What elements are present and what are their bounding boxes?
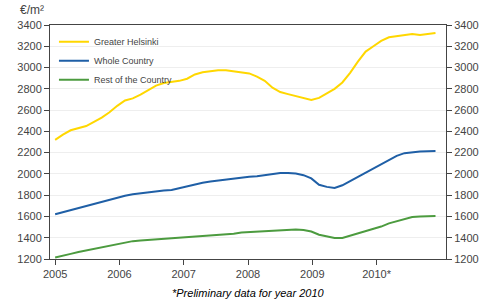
svg-text:1800: 1800 [17, 189, 41, 201]
svg-text:1600: 1600 [17, 210, 41, 222]
svg-text:3000: 3000 [454, 61, 478, 73]
svg-text:2600: 2600 [454, 104, 478, 116]
svg-text:2009: 2009 [300, 268, 324, 280]
svg-text:2008: 2008 [236, 268, 260, 280]
svg-text:*Preliminary data for year 201: *Preliminary data for year 2010 [172, 287, 325, 299]
svg-text:1400: 1400 [454, 232, 478, 244]
svg-text:2010*: 2010* [362, 268, 391, 280]
svg-text:1200: 1200 [454, 253, 478, 265]
svg-text:2000: 2000 [454, 168, 478, 180]
svg-text:1800: 1800 [454, 189, 478, 201]
svg-text:2400: 2400 [17, 125, 41, 137]
svg-text:3200: 3200 [454, 40, 478, 52]
svg-text:2007: 2007 [171, 268, 195, 280]
svg-text:2400: 2400 [454, 125, 478, 137]
svg-text:Whole Country: Whole Country [94, 56, 154, 66]
svg-text:2006: 2006 [107, 268, 131, 280]
svg-text:2000: 2000 [17, 168, 41, 180]
svg-text:2200: 2200 [17, 146, 41, 158]
svg-text:3400: 3400 [17, 19, 41, 31]
svg-text:2800: 2800 [454, 83, 478, 95]
svg-text:2200: 2200 [454, 146, 478, 158]
svg-text:3000: 3000 [17, 61, 41, 73]
svg-text:3200: 3200 [17, 40, 41, 52]
svg-text:Rest of the Country: Rest of the Country [94, 75, 172, 85]
svg-text:€/m²: €/m² [20, 3, 44, 17]
svg-text:Greater Helsinki: Greater Helsinki [94, 37, 159, 47]
svg-text:3400: 3400 [454, 19, 478, 31]
svg-text:2800: 2800 [17, 83, 41, 95]
svg-text:2600: 2600 [17, 104, 41, 116]
svg-text:1200: 1200 [17, 253, 41, 265]
svg-text:2005: 2005 [43, 268, 67, 280]
svg-text:1400: 1400 [17, 232, 41, 244]
svg-text:1600: 1600 [454, 210, 478, 222]
